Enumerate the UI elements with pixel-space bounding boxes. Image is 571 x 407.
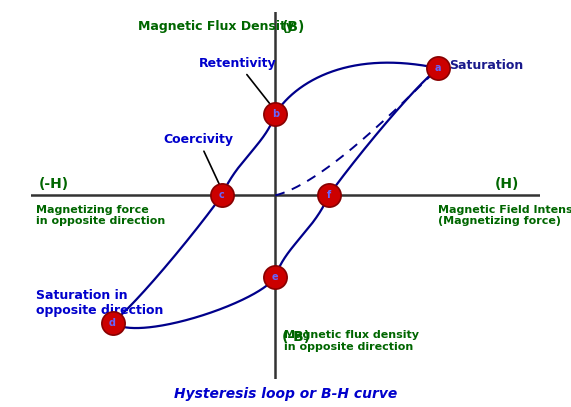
Text: Saturation in
opposite direction: Saturation in opposite direction: [36, 289, 163, 317]
Text: Retentivity: Retentivity: [199, 57, 276, 110]
Text: Coercivity: Coercivity: [163, 133, 234, 191]
Text: (-H): (-H): [39, 177, 69, 191]
Point: [433, 65, 443, 72]
Text: Magnetic flux density
in opposite direction: Magnetic flux density in opposite direct…: [284, 330, 420, 352]
Text: Magnetic Flux Density: Magnetic Flux Density: [138, 20, 294, 33]
Text: c: c: [219, 190, 225, 200]
Text: Hysteresis loop or B-H curve: Hysteresis loop or B-H curve: [174, 387, 397, 401]
Text: b: b: [272, 109, 279, 119]
Point: [271, 274, 280, 280]
Text: d: d: [109, 317, 116, 328]
Text: f: f: [327, 190, 331, 200]
Point: [271, 111, 280, 117]
Point: [218, 192, 227, 199]
Text: Saturation: Saturation: [449, 59, 524, 72]
Text: (-B): (-B): [282, 330, 311, 344]
Text: Magnetizing force
in opposite direction: Magnetizing force in opposite direction: [36, 204, 166, 226]
Point: [324, 192, 333, 199]
Text: e: e: [272, 272, 279, 282]
Text: a: a: [435, 63, 441, 73]
Text: (B): (B): [282, 20, 305, 34]
Text: Magnetic Field Intensity
(Magnetizing force): Magnetic Field Intensity (Magnetizing fo…: [438, 204, 571, 226]
Point: [108, 319, 117, 326]
Text: (H): (H): [495, 177, 520, 191]
